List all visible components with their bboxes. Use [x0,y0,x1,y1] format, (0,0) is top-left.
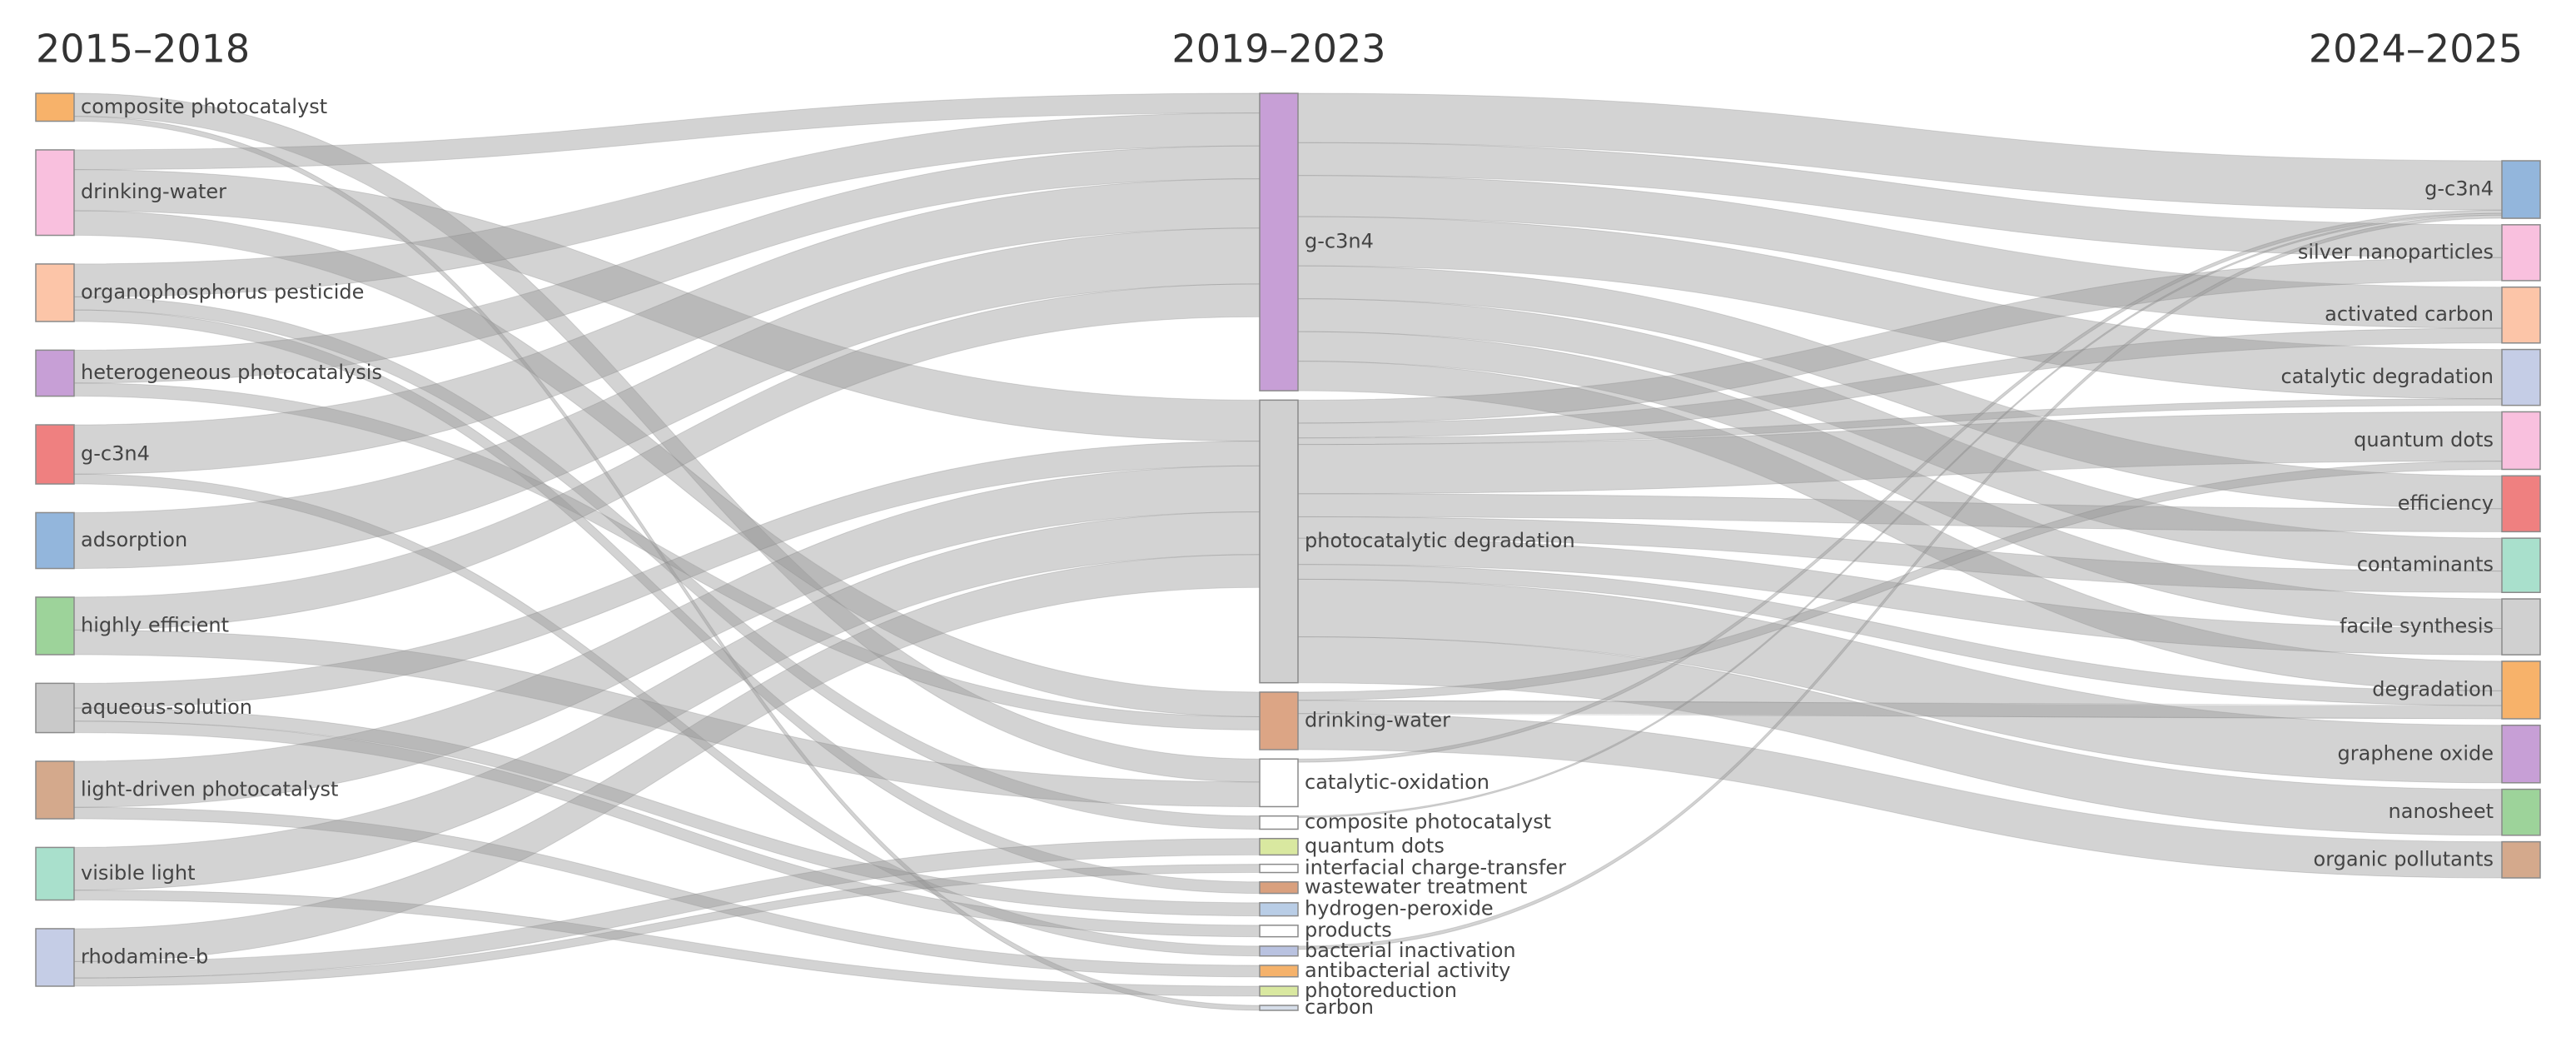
node [35,149,75,237]
node [1259,965,1299,978]
node [2501,840,2541,879]
node [1259,881,1299,895]
node-label: degradation [2372,677,2494,700]
node-label: antibacterial activity [1305,959,1510,982]
node-label: drinking-water [81,180,226,203]
node-label: drinking-water [1305,708,1450,731]
node-label: light-driven photocatalyst [81,777,338,800]
link [1297,700,2503,720]
node [1259,691,1299,750]
node [1259,1005,1299,1011]
node-label: organic pollutants [2314,847,2494,870]
node [2501,286,2541,344]
node [2501,160,2541,219]
node-label: organophosphorus pesticide [81,280,364,303]
node-label: silver nanoparticles [2298,240,2494,263]
node [35,596,75,656]
node-label: heterogeneous photocatalysis [81,361,382,384]
node-label: bacterial inactivation [1305,939,1516,962]
node-label: photoreduction [1305,979,1457,1002]
links [73,92,2503,1011]
node [1259,985,1299,997]
node-label: hydrogen-peroxide [1305,897,1494,920]
node-label: quantum dots [1305,835,1445,858]
node-label: catalytic degradation [2280,365,2494,388]
node-label: g-c3n4 [1305,230,1374,253]
node [2501,724,2541,784]
node-label: composite photocatalyst [1305,810,1551,834]
node [1259,92,1299,391]
node [2501,537,2541,593]
node-label: activated carbon [2325,302,2494,326]
node [35,760,75,820]
node [1259,863,1299,874]
node [2501,598,2541,656]
nodes: composite photocatalyst drinking-water org… [35,92,2541,1019]
node [35,424,75,485]
node-label: g-c3n4 [2424,177,2494,201]
node-label: quantum dots [2354,428,2494,451]
column-title: 2015–2018 [36,27,250,72]
node-label: catalytic-oxidation [1305,770,1489,794]
node-label: g-c3n4 [81,442,150,466]
node-label: facile synthesis [2340,615,2494,638]
node [35,263,75,322]
column-title: 2024–2025 [2309,27,2523,72]
node [35,92,75,122]
node [35,846,75,901]
node-label: contaminants [2357,553,2494,576]
node-label: adsorption [81,528,187,551]
node-label: composite photocatalyst [81,95,327,118]
node [1259,758,1299,808]
node [2501,224,2541,282]
node-label: aqueous-solution [81,696,252,719]
node [2501,411,2541,471]
node [1259,837,1299,856]
node-label: efficiency [2398,491,2494,515]
column-title: 2019–2023 [1171,27,1385,72]
node [1259,925,1299,938]
node [1259,945,1299,957]
node [2501,661,2541,720]
link [1297,713,2503,879]
node-label: photocatalytic degradation [1305,529,1575,552]
node-label: carbon [1305,995,1374,1019]
node [35,349,75,397]
node [35,682,75,734]
node [35,928,75,987]
node-label: graphene oxide [2338,741,2494,765]
node [1259,815,1299,830]
node-label: nanosheet [2389,800,2494,823]
node [1259,902,1299,917]
node-label: interfacial charge-transfer [1305,856,1566,880]
node [35,511,75,570]
node-label: visible light [81,861,196,885]
node [2501,348,2541,406]
node-label: wastewater treatment [1305,875,1527,899]
node [2501,475,2541,533]
node-label: rhodamine-b [81,945,208,968]
node [2501,788,2541,836]
node-label: products [1305,919,1392,942]
node [1259,399,1299,684]
node-label: highly efficient [81,613,229,636]
